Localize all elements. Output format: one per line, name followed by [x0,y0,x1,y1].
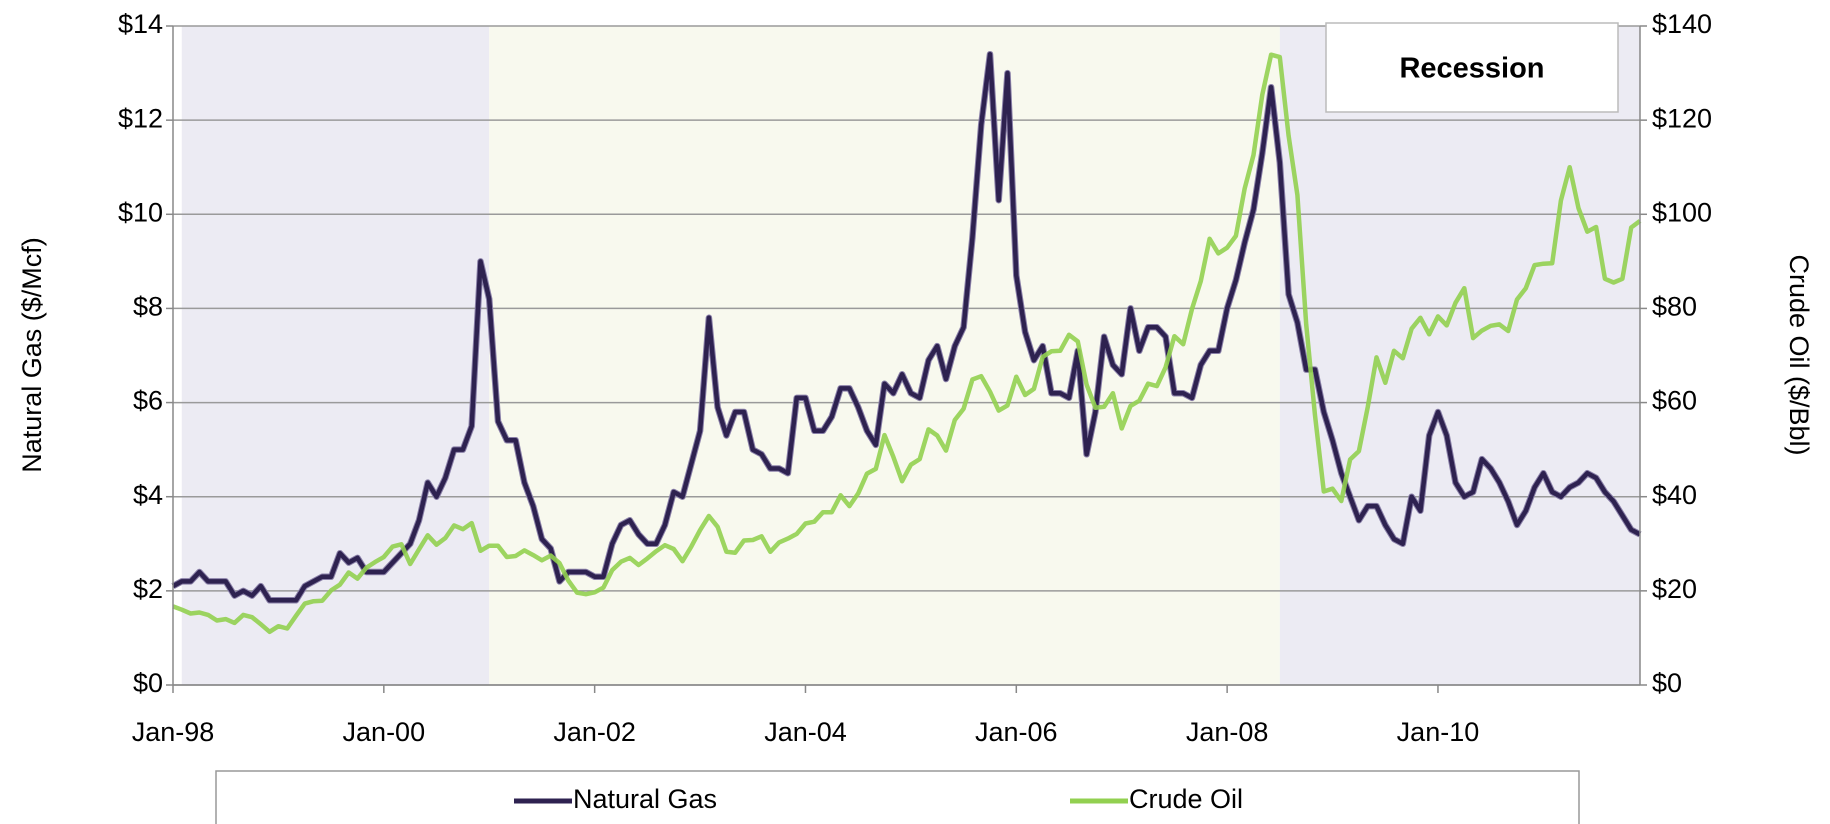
y2-tick-label: $0 [1652,668,1682,698]
y2-tick-label: $140 [1652,9,1712,39]
y-tick-label: $10 [118,197,163,227]
shaded-region [181,26,490,685]
x-tick-label: Jan-98 [132,717,215,747]
legend: Natural Gas Crude Oil [215,770,1580,824]
y-tick-label: $12 [118,103,163,133]
shading-legend-label: Recession [1399,53,1544,85]
x-tick-label: Jan-06 [975,717,1058,747]
shading-layer [181,26,1640,685]
y-tick-label: $14 [118,9,163,39]
line [172,52,1642,635]
y-tick-label: $8 [133,292,163,322]
y2-tick-label: $40 [1652,480,1697,510]
y-tick-label: $4 [133,480,163,510]
y2-tick-label: $20 [1652,574,1697,604]
y2-tick-label: $100 [1652,197,1712,227]
axis-layer: $0 $2 $4 $6 $8 $10 $12 $14 $0 $20 $40 $60 $80 $100 $12… [118,9,1712,747]
x-tick-label: Jan-02 [553,717,636,747]
y-tick-label: $0 [133,668,163,698]
y2-tick-label: $120 [1652,103,1712,133]
legend-box [215,770,1580,824]
y-tick-label: $2 [133,574,163,604]
y2-axis-title: Crude Oil ($/Bbl) [1784,254,1814,455]
y2-tick-label: $80 [1652,292,1697,322]
shaded-region [1279,26,1640,685]
line [171,51,1642,603]
x-tick-label: Jan-04 [764,717,847,747]
line-layer [171,50,1642,635]
y2-tick-label: $60 [1652,386,1697,416]
x-tick-label: Jan-08 [1186,717,1269,747]
y-axis-title: Natural Gas ($/Mcf) [17,237,47,473]
shaded-region [489,26,1280,685]
shading-legend-box [1325,22,1619,113]
x-tick-label: Jan-00 [343,717,426,747]
y-tick-label: $6 [133,386,163,416]
x-tick-label: Jan-10 [1397,717,1480,747]
legend-label: Crude Oil [1129,784,1243,814]
legend-label: Natural Gas [573,784,717,814]
